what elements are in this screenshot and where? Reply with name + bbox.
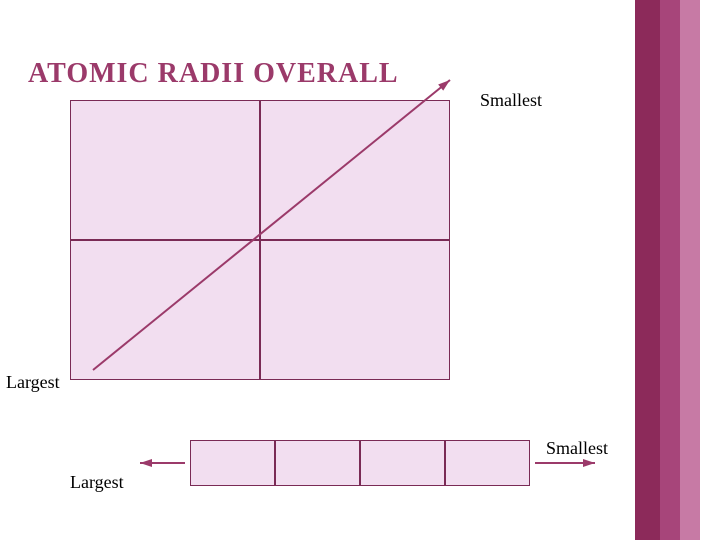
arrow-right <box>0 0 720 540</box>
